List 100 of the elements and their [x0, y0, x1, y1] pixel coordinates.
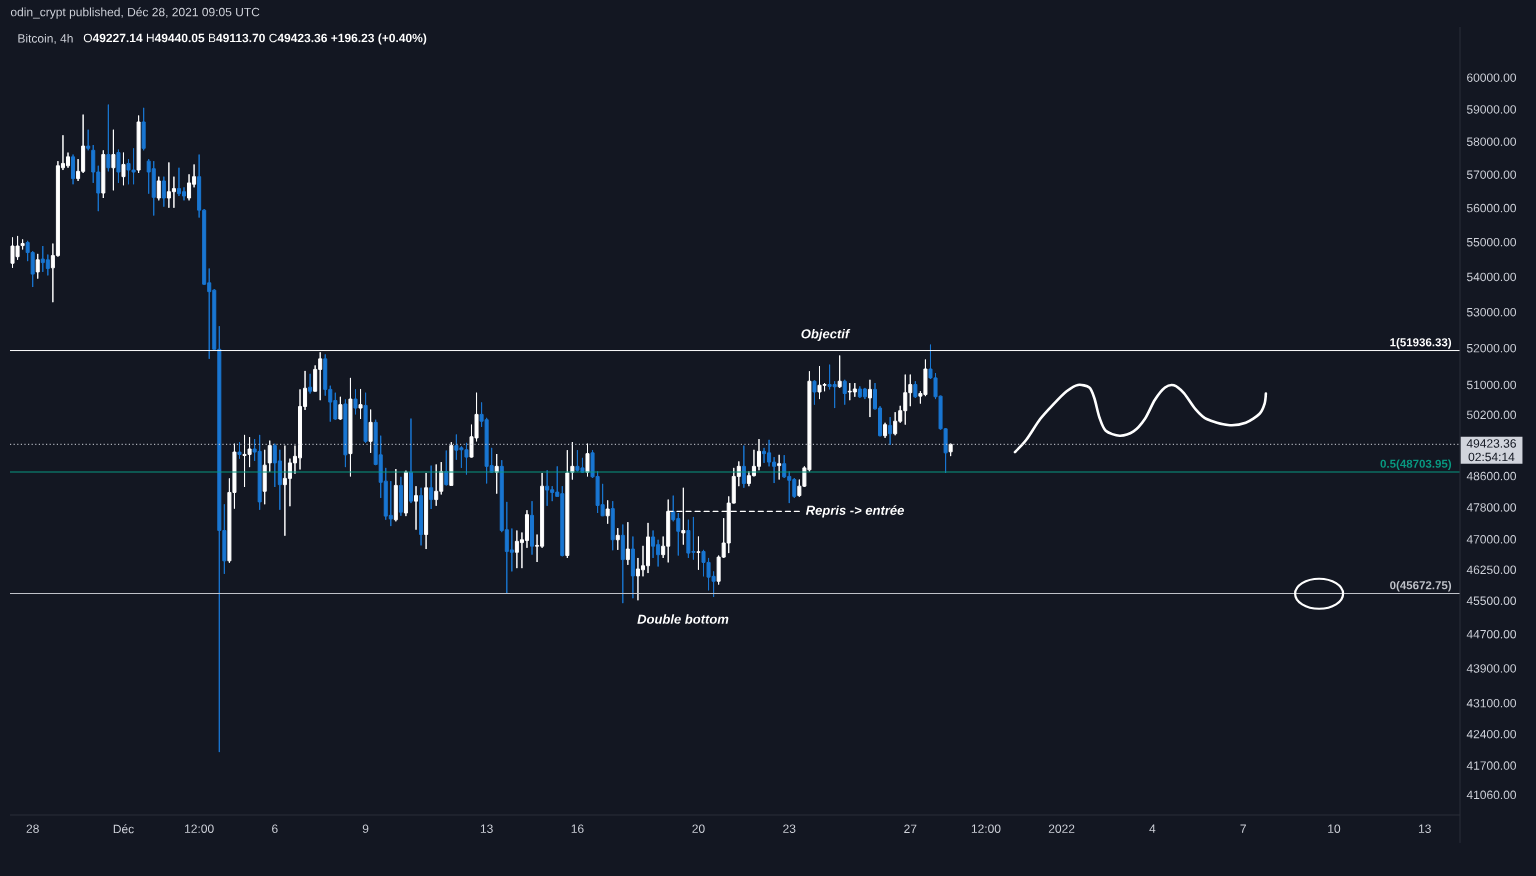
candlestick: [308, 373, 313, 394]
y-tick-label: 51000.00: [1466, 380, 1517, 390]
candlestick: [888, 416, 893, 446]
candlestick: [419, 487, 424, 546]
y-tick-label: 59000.00: [1466, 105, 1517, 114]
candlestick: [106, 104, 111, 172]
candlestick: [842, 379, 847, 406]
candlestick: [449, 441, 454, 487]
candlestick: [630, 536, 635, 599]
x-tick-label: 12:00: [185, 824, 214, 833]
y-tick-label: 42400.00: [1466, 729, 1517, 739]
y-tick-label: 47800.00: [1466, 503, 1517, 512]
candlestick: [363, 392, 368, 444]
candlestick: [620, 524, 625, 604]
candlestick: [348, 377, 353, 477]
candlestick: [353, 388, 358, 415]
y-tick-label: 53000.00: [1466, 307, 1517, 317]
candlestick: [610, 500, 615, 551]
x-tick-label: 7: [1240, 824, 1246, 833]
candlestick: [696, 536, 701, 571]
candlestick: [812, 379, 817, 406]
y-tick-label: 43100.00: [1466, 698, 1517, 708]
x-tick-label: 10: [1328, 824, 1341, 833]
candlestick: [393, 468, 398, 522]
candlestick: [408, 418, 413, 504]
candlestick: [136, 115, 141, 174]
y-tick-label: 55000.00: [1466, 237, 1517, 247]
candlestick: [237, 441, 242, 460]
candlestick: [151, 160, 156, 217]
y-tick-label: 52000.00: [1466, 343, 1517, 353]
candlestick: [35, 253, 40, 280]
candlestick: [368, 409, 373, 454]
x-tick-label: 9: [362, 824, 369, 833]
candlestick: [429, 465, 434, 510]
y-tick-label: 46250.00: [1466, 565, 1517, 575]
candlestick: [71, 154, 76, 185]
candlestick: [398, 476, 403, 517]
ref-line-label: 49423.36: [1466, 439, 1516, 448]
y-tick-label: 41700.00: [1466, 761, 1517, 770]
ref-line-label: 1(51936.33): [1390, 337, 1452, 349]
line-series: [1013, 383, 1268, 454]
candlestick: [111, 129, 116, 191]
x-tick-label: 20: [692, 824, 705, 833]
x-tick-label: 13: [480, 824, 493, 833]
x-tick-label: 28: [26, 824, 39, 833]
candlestick: [86, 129, 91, 151]
candlestick: [121, 152, 126, 186]
candlestick: [565, 449, 570, 559]
candlestick: [867, 379, 872, 418]
ref-line-label: 0(45672.75): [1390, 580, 1452, 592]
series-label: Repris -> entrée: [805, 505, 904, 518]
candlestick: [101, 149, 106, 199]
candlestick: [116, 149, 121, 184]
x-tick-label: 6: [272, 824, 278, 833]
y-tick-label: 58000.00: [1466, 137, 1517, 146]
candlestick: [358, 388, 363, 420]
candlestick: [913, 380, 918, 399]
text: Bitcoin, 4h: [18, 33, 73, 45]
annotation: Objectif: [801, 328, 851, 342]
candlestick: [262, 449, 267, 505]
x-tick-label: 13: [1418, 824, 1431, 833]
candlestick: [605, 499, 610, 525]
candlestick: [434, 463, 439, 507]
candlestick: [585, 443, 590, 477]
x-tick-label: 2022: [1048, 824, 1075, 833]
y-tick-label: 47000.00: [1466, 535, 1517, 544]
candlestick: [625, 521, 630, 566]
candlestick: [424, 472, 429, 550]
candlestick: [156, 176, 161, 201]
candlestick: [852, 382, 857, 398]
candlestick: [161, 176, 166, 208]
candlestick: [403, 470, 408, 517]
x-tick-label: 12:00: [971, 824, 1001, 833]
text: 02:54:14: [1468, 452, 1515, 462]
y-tick-label: 50200.00: [1466, 410, 1517, 420]
y-tick-label: 48600.00: [1466, 471, 1517, 481]
y-tick-label: 54000.00: [1466, 272, 1517, 282]
y-tick-label: 45500.00: [1466, 596, 1517, 605]
candlestick: [837, 354, 842, 389]
x-tick-label: 27: [904, 824, 917, 833]
ref-line-label: 0.5(48703.95): [1380, 459, 1452, 471]
candlestick: [267, 440, 272, 473]
x-tick-label: Déc: [113, 824, 134, 834]
candlestick: [141, 107, 146, 151]
y-tick-label: 57000.00: [1466, 170, 1517, 179]
x-tick-label: 16: [571, 824, 584, 833]
candlestick: [862, 387, 867, 400]
annotation: Double bottom: [637, 614, 729, 624]
y-tick-label: 41060.00: [1466, 790, 1517, 800]
candlestick: [883, 422, 888, 439]
candlestick: [414, 485, 419, 531]
candlestick: [777, 454, 782, 481]
candlestick: [615, 527, 620, 551]
candlestick: [338, 396, 343, 421]
y-tick-label: 44700.00: [1466, 630, 1517, 639]
y-tick-label: 56000.00: [1466, 203, 1517, 213]
candlestick: [530, 500, 535, 556]
y-tick-label: 60000.00: [1467, 73, 1517, 82]
text: O49227.14 H49440.05 B49113.70 C49423.36 +196.23 (+0.40%): [83, 33, 427, 45]
candlestick: [343, 398, 348, 468]
